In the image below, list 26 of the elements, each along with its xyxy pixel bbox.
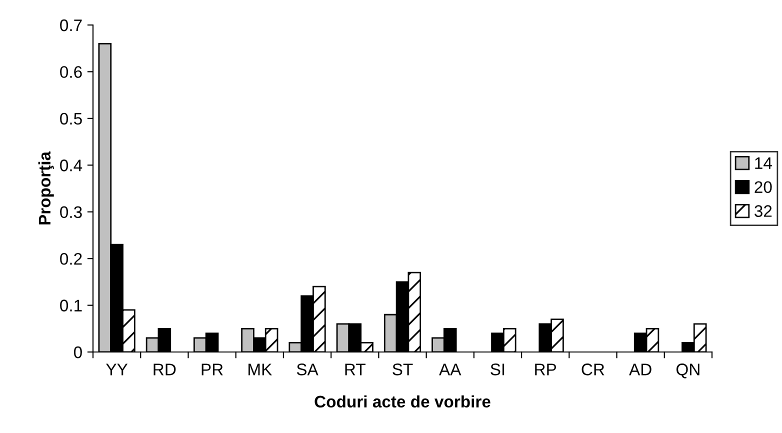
y-tick-label: 0.5 (60, 112, 82, 125)
x-tick-label: AA (439, 364, 462, 376)
x-tick-label: YY (106, 364, 128, 376)
x-tick-label: PR (202, 364, 223, 376)
x-axis-title: Coduri acte de vorbire (314, 395, 490, 408)
x-tick-label: RP (535, 364, 556, 376)
x-tick-label: MK (248, 364, 272, 376)
y-tick-label: 0.1 (60, 300, 82, 312)
legend-label: 20 (754, 181, 772, 194)
x-tick-label: AD (629, 364, 652, 376)
y-tick-label: 0 (74, 346, 82, 358)
y-tick-label: 0.3 (60, 206, 82, 218)
x-tick-label: CR (582, 364, 604, 376)
x-tick-label: QN (676, 364, 700, 378)
y-tick-label: 0.7 (60, 19, 82, 32)
x-tick-label: SI (490, 364, 504, 376)
y-tick-label: 0.6 (60, 66, 82, 78)
x-tick-label: RD (154, 364, 176, 376)
y-tick-label: 0.4 (60, 160, 82, 172)
y-tick-label: 0.2 (60, 252, 82, 265)
legend-label: 14 (755, 157, 772, 169)
x-tick-label: SA (296, 364, 318, 376)
x-tick-label: ST (392, 364, 413, 376)
legend-label: 32 (754, 205, 772, 217)
x-tick-label: RT (345, 364, 366, 376)
y-axis-title: Proporţia (38, 151, 54, 224)
